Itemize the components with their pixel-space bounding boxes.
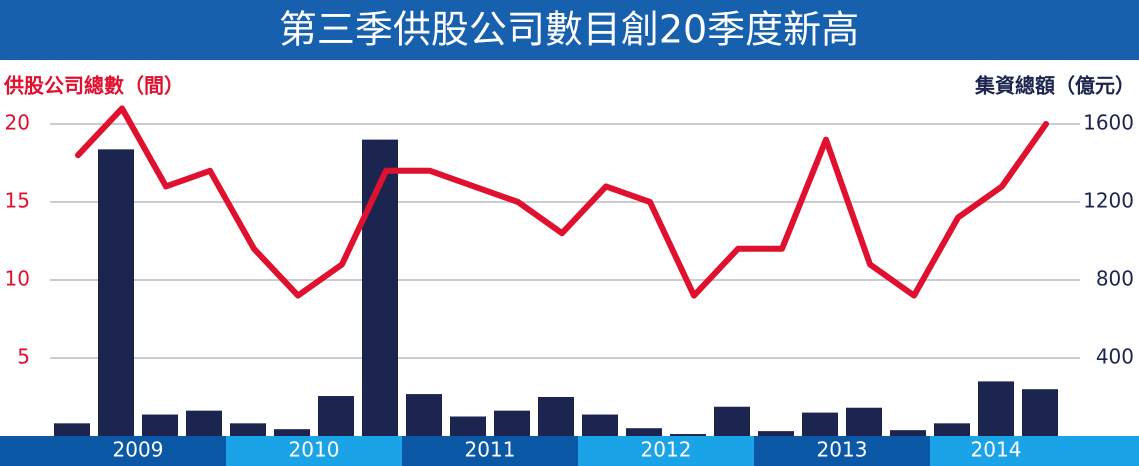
bar (450, 416, 486, 436)
y2-tick-label: 1600 (1083, 111, 1134, 135)
bar (890, 430, 926, 436)
bar (802, 412, 838, 436)
y2-tick-label: 400 (1096, 345, 1134, 369)
bar (670, 434, 706, 436)
bar (934, 423, 970, 436)
y2-tick-label: 800 (1096, 267, 1134, 291)
x-tick-label: 2014 (971, 438, 1022, 462)
bar (406, 394, 442, 436)
chart-title: 第三季供股公司數目創20季度新高 (279, 8, 859, 52)
bar (538, 397, 574, 436)
bar (142, 414, 178, 436)
year-band (578, 436, 754, 466)
bar (186, 410, 222, 436)
bar (1022, 389, 1058, 436)
y-tick-label: 15 (5, 189, 30, 213)
bar (626, 428, 662, 436)
bar (758, 431, 794, 436)
year-band (226, 436, 402, 466)
y2-tick-label: 1200 (1083, 189, 1134, 213)
x-tick-label: 2012 (641, 438, 692, 462)
bar (274, 429, 310, 436)
bar (494, 410, 530, 436)
year-band (930, 436, 1139, 466)
bar (978, 381, 1014, 436)
bar (846, 407, 882, 436)
y2-axis-label: 集資總額（億元） (974, 74, 1135, 98)
x-tick-label: 2009 (113, 438, 164, 462)
year-band (754, 436, 930, 466)
y-tick-label: 10 (5, 267, 30, 291)
bar (98, 149, 134, 436)
x-tick-label: 2011 (465, 438, 516, 462)
title-bar (0, 0, 1139, 60)
y-axis-label: 供股公司總數（間） (3, 74, 184, 98)
y-tick-label: 20 (5, 111, 30, 135)
year-band (402, 436, 578, 466)
bar (230, 423, 266, 436)
line (75, 105, 1049, 299)
year-band (0, 436, 226, 466)
x-tick-label: 2013 (817, 438, 868, 462)
y-tick-label: 5 (17, 345, 30, 369)
bar (582, 414, 618, 436)
bar (318, 396, 354, 436)
x-tick-label: 2010 (289, 438, 340, 462)
bar (714, 406, 750, 436)
bar (54, 423, 90, 436)
